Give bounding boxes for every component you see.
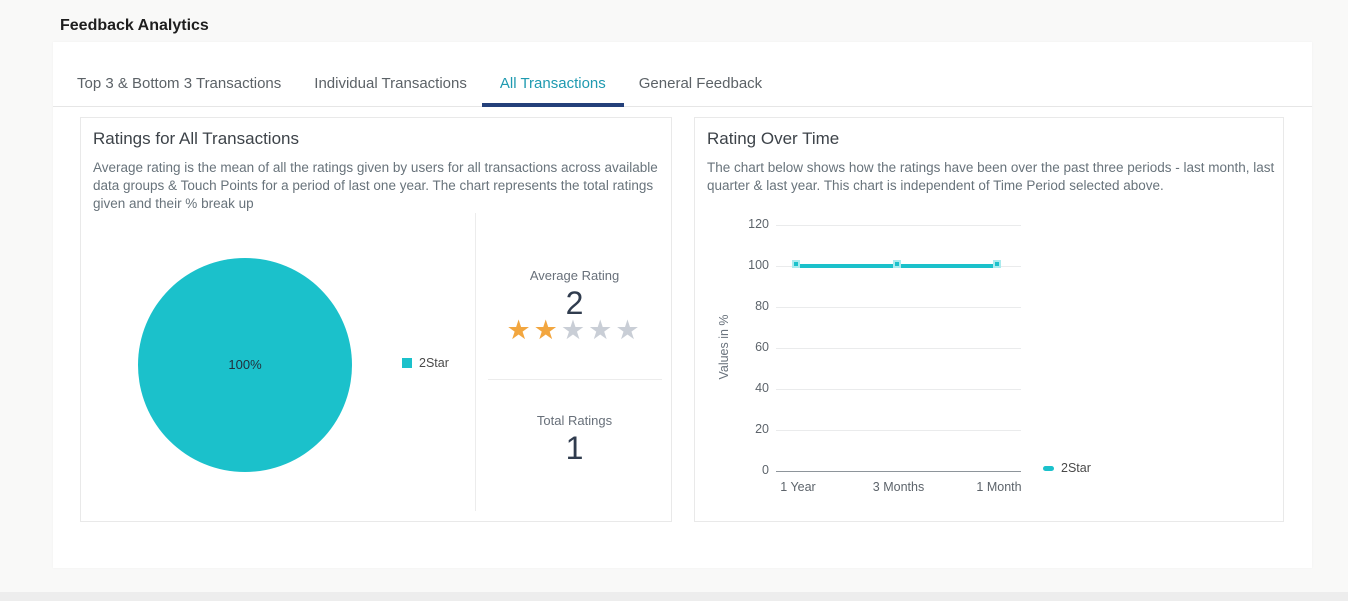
grid-line [776,225,1021,226]
star-icon: ★ [560,315,589,345]
rating-over-time-panel: Rating Over Time The chart below shows h… [694,117,1284,522]
section-divider [488,379,662,380]
star-icon: ★ [615,315,643,345]
y-tick-label: 40 [755,381,769,395]
pie-slice-label: 100% [228,357,262,372]
line-series-segment [898,264,999,268]
star-rating: ★★★★★ [476,317,673,344]
average-rating-label: Average Rating [529,268,620,283]
tab-individual-transactions[interactable]: Individual Transactions [314,75,467,92]
content-card: Top 3 & Bottom 3 Transactions Individual… [53,42,1312,568]
ratings-panel-description: Average rating is the mean of all the ra… [93,160,658,211]
total-ratings-value: 1 [565,430,584,466]
x-tick-label: 1 Year [780,480,816,494]
line-chart: Values in % 2Star 0 20 40 60 80 100 120 1 Year 3… [695,118,1285,523]
pie-chart[interactable] [138,258,352,472]
ratings-panel: Ratings for All Transactions Average rat… [80,117,672,522]
grid-line [776,307,1021,308]
average-rating-value: 2 [565,285,584,321]
legend-swatch-icon [1043,465,1054,471]
line-marker[interactable] [993,260,1001,268]
star-icon: ★ [533,315,561,345]
rating-over-time-description: The chart below shows how the ratings ha… [707,160,1275,193]
legend-swatch-icon [402,358,412,368]
x-tick-label: 1 Month [976,480,1022,494]
footer-strip [0,592,1348,601]
line-series-segment [798,264,899,268]
pie-legend-label: 2Star [419,356,449,370]
x-tick-label: 3 Months [872,480,925,494]
line-marker[interactable] [892,260,901,268]
grid-line [776,348,1021,349]
line-legend-item[interactable]: 2Star [1043,461,1091,475]
y-tick-label: 80 [755,299,769,313]
grid-line [776,389,1021,390]
tab-general-feedback[interactable]: General Feedback [638,75,763,92]
total-ratings-label: Total Ratings [536,413,613,428]
tab-top-bottom-transactions[interactable]: Top 3 & Bottom 3 Transactions [77,75,282,92]
page-title: Feedback Analytics [60,17,209,34]
ratings-panel-title: Ratings for All Transactions [93,129,299,148]
y-tick-label: 20 [755,422,769,436]
y-tick-label: 100 [748,258,769,272]
line-legend-label: 2Star [1061,461,1091,475]
line-marker[interactable] [792,260,800,268]
star-icon: ★ [506,315,534,345]
rating-over-time-title: Rating Over Time [707,129,840,148]
y-tick-label: 60 [755,340,769,354]
tab-all-transactions[interactable]: All Transactions [481,75,624,107]
vertical-divider [475,213,476,511]
tabs-row: Top 3 & Bottom 3 Transactions Individual… [53,42,1312,107]
grid-line [776,430,1021,431]
pie-legend-item[interactable]: 2Star [402,356,449,370]
y-tick-label: 0 [762,463,769,477]
y-tick-label: 120 [748,217,769,231]
grid-line [776,471,1021,472]
star-icon: ★ [588,315,616,345]
